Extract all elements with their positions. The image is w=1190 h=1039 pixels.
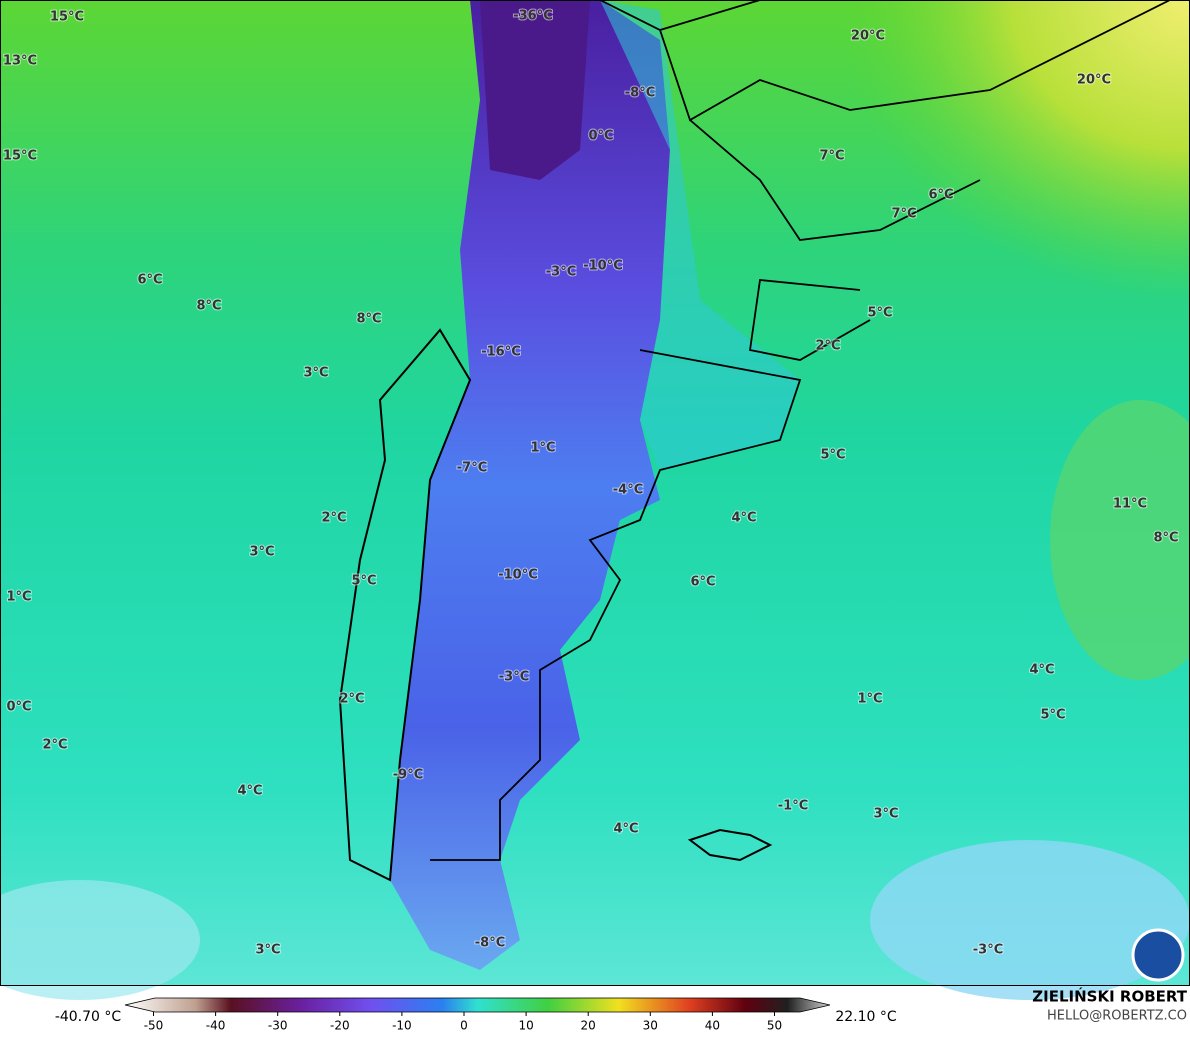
borders [430,0,1171,861]
temperature-label: 15°C [50,10,84,25]
temperature-label: 1°C [530,441,555,456]
temperature-label: 4°C [613,822,638,837]
temperature-label: -10°C [498,568,538,583]
temperature-label: 5°C [351,574,376,589]
temperature-label: 11°C [1113,497,1147,512]
temperature-label: 7°C [819,149,844,164]
cold-pool [870,840,1190,1000]
colorbar-tick-label: -20 [330,1019,350,1033]
map-area: -36°C 15°C 13°C 15°C 20°C 20°C -8°C 0°C 7°C 6°C 7°… [0,0,1190,1000]
colorbar-max: 22.10 °C [835,1009,897,1025]
temperature-label: 1°C [6,590,31,605]
noaa-logo [1131,928,1185,982]
temperature-label: 7°C [891,207,916,222]
temperature-label: 8°C [1153,531,1178,546]
temperature-labels: -36°C 15°C 13°C 15°C 20°C 20°C -8°C 0°C 7°C 6°C 7°… [2,8,1180,959]
temperature-label: 20°C [1077,73,1111,88]
colorbar-tick-label: 50 [767,1019,782,1033]
coastline [338,328,472,882]
temperature-label: -9°C [393,768,423,783]
temperature-label: 6°C [928,188,953,203]
temperature-label: -8°C [475,936,505,951]
pampa [600,0,800,470]
colorbar-gradient [124,997,831,1013]
temperature-label: 13°C [3,54,37,69]
temperature-label: 2°C [321,511,346,526]
credit-author: ZIELIŃSKI ROBERT [1032,987,1187,1006]
temperature-label: 0°C [6,700,31,715]
temperature-label: 4°C [237,784,262,799]
temperature-label: -8°C [625,86,655,101]
temperature-label: -16°C [481,345,521,360]
temperature-label: 6°C [690,575,715,590]
temperature-label: 8°C [196,299,221,314]
temperature-label: 5°C [820,448,845,463]
colorbar-tick-label: 0 [460,1019,468,1033]
colorbar-tick-label: -40 [206,1019,226,1033]
temperature-label: 2°C [42,738,67,753]
islands [687,828,773,862]
coldest-area [480,0,590,180]
temperature-label: 3°C [255,943,280,958]
temperature-label: -3°C [499,670,529,685]
temperature-label: -1°C [778,799,808,814]
temperature-label: -36°C [513,9,553,24]
temperature-label: 20°C [851,29,885,44]
warm-pool [1050,400,1190,680]
temperature-label: -10°C [583,259,623,274]
temperature-label: 3°C [249,545,274,560]
temperature-label: -4°C [613,483,643,498]
temperature-label: 4°C [1029,663,1054,678]
temperature-label: 5°C [867,306,892,321]
temperature-label: 2°C [339,692,364,707]
credit-email: HELLO@ROBERTZ.CO [1047,1009,1187,1024]
temperature-label: 3°C [303,366,328,381]
colorbar-tick-label: 10 [518,1019,533,1033]
colorbar-tick-label: 40 [705,1019,720,1033]
temperature-label: -3°C [546,265,576,280]
temperature-label: 2°C [815,339,840,354]
temperature-label: 15°C [3,149,37,164]
colorbar-tick-label: -10 [392,1019,412,1033]
colorbar-tick-label: 30 [643,1019,658,1033]
temperature-label: 5°C [1040,708,1065,723]
colorbar: -40.70 °C 22.10 °C ZIELIŃSKI ROBERT HELL… [55,987,1188,1033]
temperature-label: 1°C [857,692,882,707]
temperature-label: 8°C [356,312,381,327]
temperature-label: 0°C [588,129,613,144]
colorbar-tick-label: 20 [581,1019,596,1033]
cold-land [390,0,670,970]
temperature-label: 4°C [731,511,756,526]
cold-pool [0,880,200,1000]
temperature-label: 6°C [137,273,162,288]
colorbar-tick-label: -50 [144,1019,164,1033]
colorbar-tick-label: -30 [268,1019,288,1033]
temperature-label: -3°C [973,943,1003,958]
colorbar-min: -40.70 °C [55,1009,122,1025]
temperature-label: 3°C [873,807,898,822]
temperature-label: -7°C [457,461,487,476]
